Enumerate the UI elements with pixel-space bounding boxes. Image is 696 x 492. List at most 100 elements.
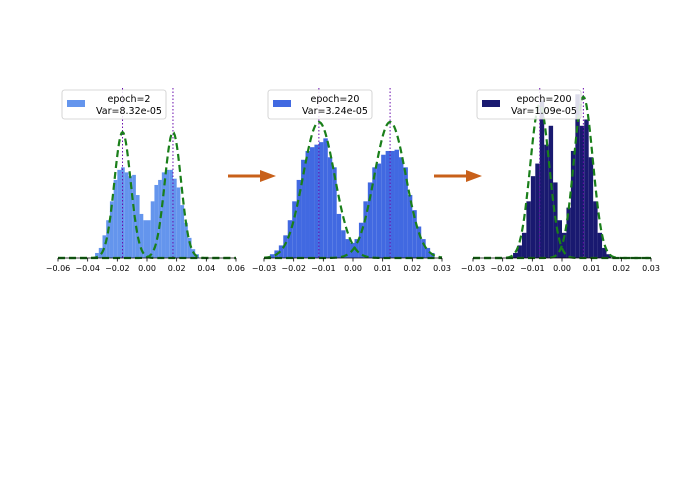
histogram-bar	[121, 167, 125, 258]
x-tick-label: 0.03	[642, 264, 660, 273]
legend-swatch	[482, 100, 500, 107]
progress-arrow-2	[434, 170, 482, 182]
histogram-bar	[150, 201, 155, 258]
histogram-bar	[176, 187, 181, 258]
x-tick-label: 0.06	[227, 264, 245, 273]
histogram-bar	[161, 172, 166, 258]
histogram-bar	[548, 125, 554, 258]
histogram-bar	[128, 176, 133, 258]
histogram-bar	[381, 154, 386, 258]
legend-box	[476, 89, 582, 120]
gaussian-fit-curve	[264, 120, 443, 260]
histogram-bar	[398, 157, 404, 258]
histogram-bar	[165, 169, 170, 258]
histogram-bar	[530, 176, 536, 258]
histogram-bar	[363, 201, 368, 258]
x-tick-label: 0.03	[433, 264, 451, 273]
histogram-bar	[124, 172, 129, 258]
progress-arrow-1	[228, 170, 276, 182]
x-tick-label: 0.02	[403, 264, 421, 273]
histogram-bar	[147, 220, 151, 258]
histogram-bar	[566, 207, 571, 258]
histogram-bar	[95, 252, 99, 258]
histogram-bar	[421, 239, 426, 258]
legend-label-variance: Var=1.09e-05	[511, 106, 577, 117]
histogram-bar	[301, 159, 306, 258]
histogram-bar	[187, 237, 192, 258]
legend-swatch	[67, 100, 85, 107]
histogram-bar	[403, 167, 408, 258]
histogram-bar	[345, 239, 351, 258]
histogram-bar	[332, 167, 337, 258]
histogram-bar	[539, 100, 545, 258]
histogram-bar	[584, 119, 589, 258]
histogram-bar	[287, 220, 293, 258]
histogram-bar	[372, 167, 377, 258]
histogram-bar	[336, 213, 342, 258]
histogram-panel-epoch-2: −0.06 −0.04 −0.02 0.00 0.02 0.04 0.06 epoch=2Va…	[46, 88, 245, 273]
histogram-bar	[606, 254, 611, 258]
histogram-bar	[305, 150, 310, 258]
histogram-bar	[154, 184, 159, 258]
histogram-bar	[526, 201, 531, 258]
legend-swatch	[273, 100, 291, 107]
legend-label-epoch: epoch=200	[516, 94, 571, 105]
histogram-bar	[143, 220, 147, 258]
histogram-bar	[314, 144, 319, 258]
x-tick-label: −0.06	[46, 264, 71, 273]
histogram-bar	[117, 169, 122, 258]
histogram-bar	[570, 150, 576, 258]
histogram-bar	[172, 178, 177, 258]
histogram-bar	[562, 232, 567, 258]
histogram-bar	[597, 232, 603, 258]
histogram-bar	[517, 245, 522, 258]
histogram-bar	[109, 201, 114, 258]
histogram-bar	[283, 235, 288, 258]
histogram-bar	[588, 157, 594, 258]
histogram-bar	[412, 210, 417, 258]
histogram-bar	[323, 138, 328, 258]
histogram-bar	[169, 169, 173, 258]
histogram-bar	[521, 232, 527, 258]
legend-label-variance: Var=8.32e-05	[96, 106, 162, 117]
x-tick-label: −0.02	[105, 264, 130, 273]
histogram-panel-epoch-20: −0.03 −0.02 −0.01 0.00 0.01 0.02 0.03 epoch=20V…	[252, 88, 451, 273]
histogram-bar	[358, 222, 364, 258]
histogram-bar	[341, 230, 346, 258]
histogram-bar	[407, 195, 413, 258]
x-tick-label: 0.00	[344, 264, 362, 273]
histogram-bar	[425, 247, 431, 258]
histogram-bar	[376, 163, 382, 258]
legend-box	[267, 89, 373, 120]
histogram-bar	[593, 201, 598, 258]
histogram-bar	[184, 222, 188, 258]
histogram-bar	[158, 179, 162, 258]
histogram-bar	[135, 195, 140, 258]
x-tick-label: −0.03	[252, 264, 277, 273]
histogram-bar	[102, 235, 107, 258]
legend-box	[61, 89, 167, 120]
legend-label-epoch: epoch=2	[108, 94, 151, 105]
x-tick-label: −0.02	[490, 264, 515, 273]
x-tick-label: 0.00	[553, 264, 571, 273]
histogram-bar	[575, 94, 580, 258]
histogram-bar	[269, 254, 275, 258]
histogram-bar	[544, 144, 549, 258]
histogram-bar	[602, 247, 607, 258]
histogram-bar	[416, 226, 422, 258]
legend-label-variance: Var=3.24e-05	[302, 106, 368, 117]
histogram-bar	[535, 163, 540, 258]
histogram-panel-epoch-200: −0.03 −0.02 −0.01 0.00 0.01 0.02 0.03 epoch=200…	[461, 88, 660, 273]
histogram-bar	[309, 147, 315, 258]
histogram-bar	[394, 149, 399, 258]
x-tick-label: 0.01	[374, 264, 392, 273]
histogram-bar	[390, 150, 395, 258]
x-tick-label: −0.01	[520, 264, 545, 273]
histogram-bar	[354, 239, 359, 258]
histogram-bar	[385, 150, 391, 258]
x-tick-label: 0.00	[138, 264, 156, 273]
histogram-bar	[296, 179, 302, 258]
